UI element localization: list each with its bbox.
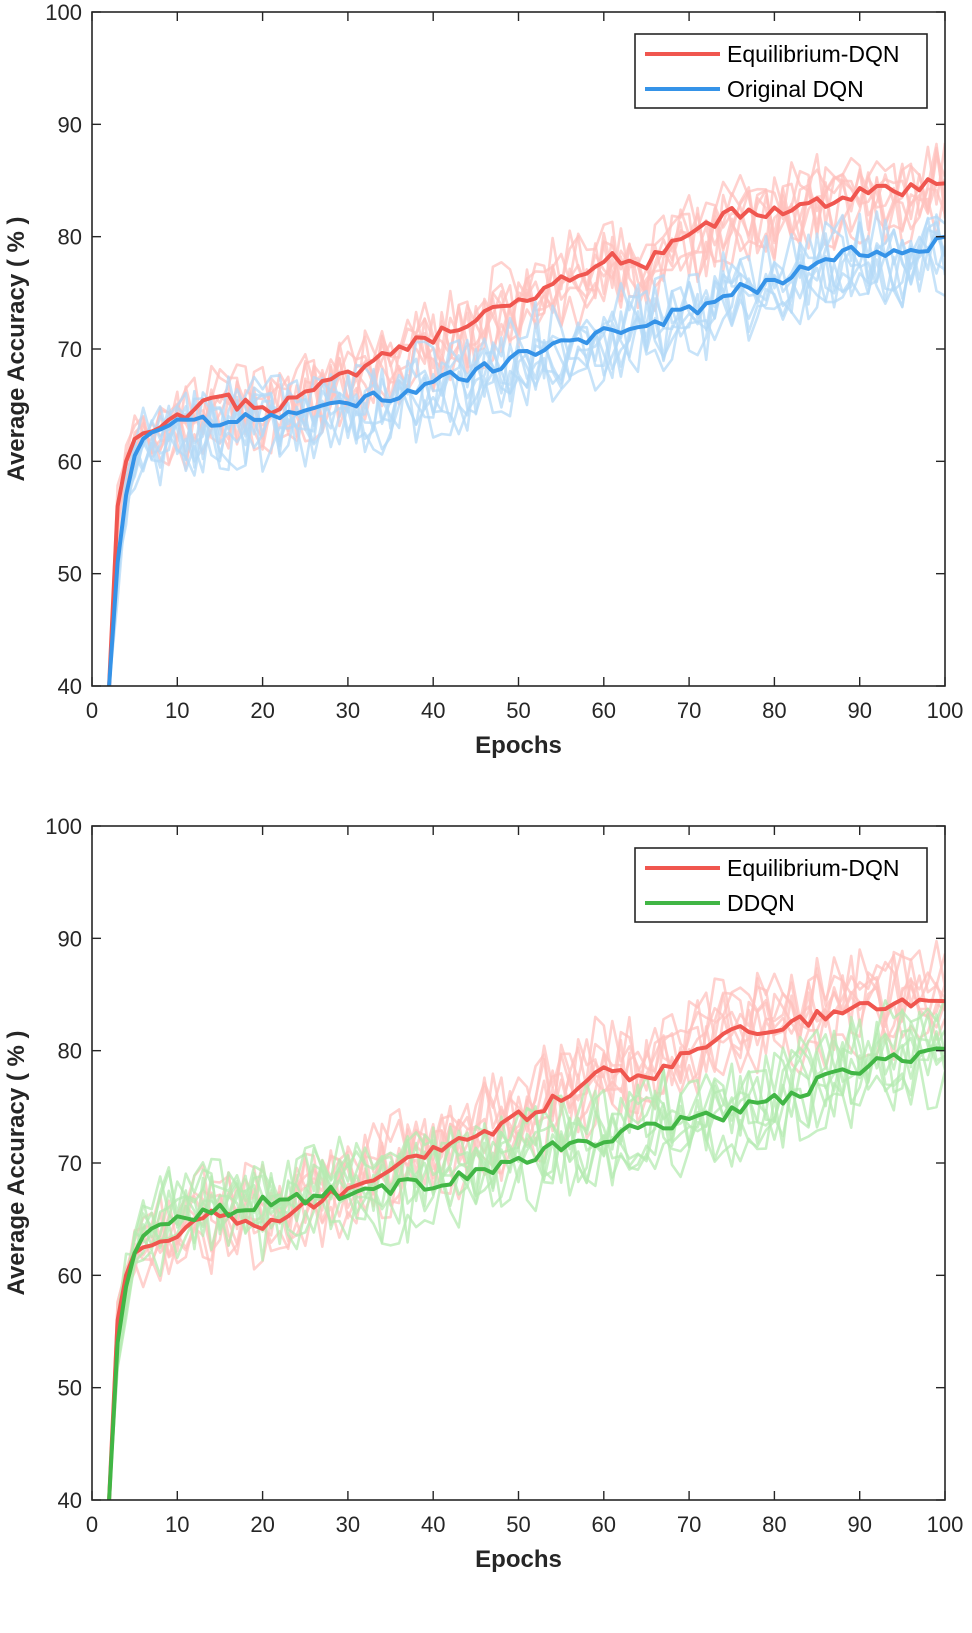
x-tick-label: 80 <box>762 698 786 723</box>
y-tick-label: 100 <box>45 0 82 25</box>
legend-box <box>634 33 928 109</box>
mean-line-original-dqn <box>107 234 945 686</box>
chart-panel-bottom: 0 10 20 30 40 50 60 70 80 90 100 40 50 60 70 80 90 100 Epo… <box>0 814 972 1628</box>
legend-label: DDQN <box>727 890 795 916</box>
x-tick-label: 50 <box>506 698 530 723</box>
x-tick-label: 10 <box>165 698 189 723</box>
y-tick-label: 60 <box>58 449 82 474</box>
legend-box <box>634 847 928 923</box>
run-trace-original-dqn <box>107 246 945 686</box>
run-trace-original-dqn <box>107 245 945 686</box>
y-tick-label: 40 <box>58 1488 82 1513</box>
run-trace-equilibrium-dqn <box>107 171 945 686</box>
run-trace-equilibrium-dqn <box>107 146 945 686</box>
x-tick-label: 100 <box>927 1512 964 1537</box>
x-tick-label: 20 <box>250 1512 274 1537</box>
run-trace-ddqn <box>107 1032 945 1500</box>
run-trace-ddqn <box>107 1008 945 1500</box>
y-tick-label: 80 <box>58 1039 82 1064</box>
y-axis-title: Average Accuracy ( % ) <box>3 216 30 481</box>
x-tick-label: 40 <box>421 1512 445 1537</box>
mean-line-equilibrium-dqn <box>107 997 945 1500</box>
legend: Equilibrium-DQN Original DQN <box>634 33 928 109</box>
y-tick-label: 70 <box>58 337 82 362</box>
x-tick-label: 0 <box>86 698 98 723</box>
y-tick-label: 100 <box>45 814 82 839</box>
x-tick-label: 60 <box>592 1512 616 1537</box>
legend-label: Original DQN <box>727 76 864 102</box>
x-tick-label: 90 <box>847 1512 871 1537</box>
y-tick-label: 90 <box>58 926 82 951</box>
plot-area <box>107 939 945 1500</box>
mean-line-equilibrium-dqn <box>107 177 945 686</box>
x-axis-title: Epochs <box>475 732 562 759</box>
x-tick-label: 90 <box>847 698 871 723</box>
y-tick-label: 50 <box>58 562 82 587</box>
y-tick-label: 80 <box>58 225 82 250</box>
plot-area <box>107 142 945 686</box>
run-trace-original-dqn <box>107 213 945 686</box>
x-tick-label: 30 <box>336 1512 360 1537</box>
x-tick-label: 20 <box>250 698 274 723</box>
legend: Equilibrium-DQN DDQN <box>634 847 928 923</box>
run-trace-ddqn <box>107 1020 945 1500</box>
x-tick-label: 10 <box>165 1512 189 1537</box>
legend-label: Equilibrium-DQN <box>727 855 900 881</box>
y-tick-label: 70 <box>58 1151 82 1176</box>
x-tick-label: 100 <box>927 698 964 723</box>
y-axis-title: Average Accuracy ( % ) <box>3 1030 30 1295</box>
x-axis-title: Epochs <box>475 1546 562 1573</box>
run-trace-original-dqn <box>107 210 945 686</box>
accuracy-chart-dqn: 0 10 20 30 40 50 60 70 80 90 100 40 50 60 70 80 90 100 Epo… <box>3 0 964 759</box>
x-tick-label: 60 <box>592 698 616 723</box>
accuracy-chart-ddqn: 0 10 20 30 40 50 60 70 80 90 100 40 50 60 70 80 90 100 Epo… <box>3 814 964 1573</box>
x-tick-label: 70 <box>677 698 701 723</box>
chart-panel-top: 0 10 20 30 40 50 60 70 80 90 100 40 50 60 70 80 90 100 Epo… <box>0 0 972 814</box>
mean-line-ddqn <box>107 1046 945 1500</box>
x-tick-label: 30 <box>336 698 360 723</box>
x-tick-label: 40 <box>421 698 445 723</box>
y-tick-label: 50 <box>58 1376 82 1401</box>
x-tick-label: 50 <box>506 1512 530 1537</box>
legend-label: Equilibrium-DQN <box>727 41 900 67</box>
y-tick-label: 60 <box>58 1263 82 1288</box>
x-tick-label: 70 <box>677 1512 701 1537</box>
y-tick-label: 90 <box>58 112 82 137</box>
y-tick-label: 40 <box>58 674 82 699</box>
x-tick-label: 80 <box>762 1512 786 1537</box>
x-tick-label: 0 <box>86 1512 98 1537</box>
